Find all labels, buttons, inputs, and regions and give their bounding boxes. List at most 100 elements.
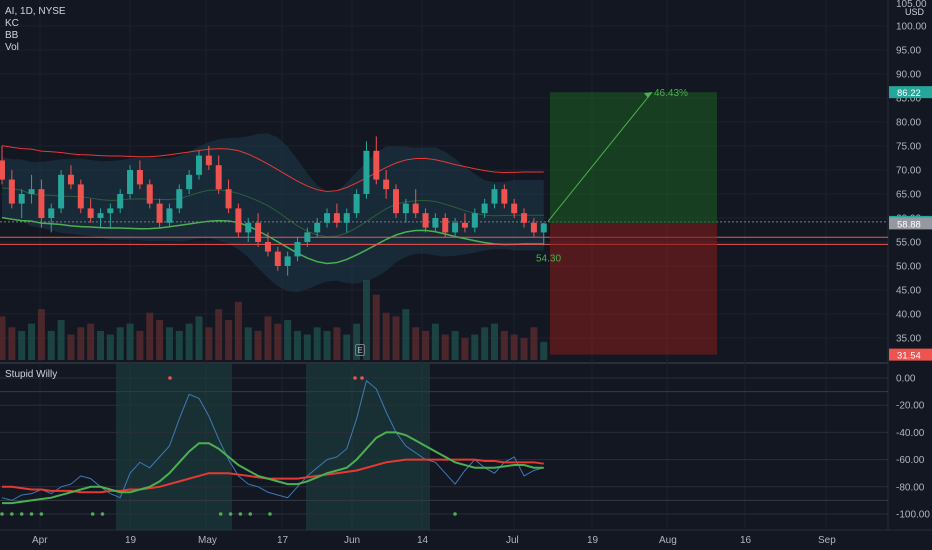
candle-body	[58, 174, 65, 209]
candle-body	[127, 170, 134, 194]
volume-bar	[540, 341, 548, 360]
volume-bar	[87, 323, 95, 360]
oscillator-smooth-line	[2, 431, 544, 505]
candle-body	[48, 208, 55, 218]
volume-bar	[106, 334, 114, 360]
low-price-label: 54.30	[536, 253, 561, 264]
candle-body	[471, 213, 478, 228]
price-tick-label: 80.00	[896, 118, 921, 129]
volume-bar	[294, 330, 301, 360]
price-tick-label: 45.00	[896, 286, 921, 297]
loss-zone	[550, 223, 717, 355]
candle-body	[432, 218, 439, 228]
volume-bar	[461, 338, 469, 360]
volume-bar	[146, 312, 154, 360]
oscillator-dot	[39, 512, 44, 516]
earnings-flag-icon[interactable]: E	[355, 344, 365, 356]
candle-body	[343, 213, 350, 223]
oscillator-dot	[228, 512, 233, 516]
candle-body	[324, 213, 331, 223]
volume-bar	[313, 327, 321, 360]
volume-bar	[392, 316, 400, 360]
price-badge-label: 58.88	[897, 219, 921, 230]
currency-label: USD	[905, 7, 925, 17]
symbol-title[interactable]: AI, 1D, NYSE	[5, 6, 66, 17]
volume-bar	[67, 334, 75, 360]
projection-arrow-line	[547, 91, 653, 222]
candle-body	[28, 189, 35, 194]
price-badge	[889, 348, 932, 361]
price-tick-label: 65.00	[896, 190, 921, 201]
oscillator-fast-line	[1, 379, 544, 501]
volume-bar	[195, 316, 203, 360]
time-tick-label: 16	[740, 535, 752, 546]
candle-body	[0, 160, 5, 180]
price-tick-label: 35.00	[896, 334, 921, 345]
volume-bar	[441, 334, 449, 360]
candle-body	[146, 184, 153, 204]
price-tick-label: 55.00	[896, 238, 921, 249]
price-tick-label: 95.00	[896, 46, 921, 57]
osc-tick-label: -100.00	[896, 510, 930, 521]
candle-body	[136, 170, 143, 185]
candle-body	[422, 213, 429, 228]
oscillator-dot	[10, 512, 14, 516]
price-badge	[889, 86, 932, 99]
time-tick-label: 17	[277, 535, 289, 546]
indicator-bb[interactable]: BB	[5, 30, 19, 41]
oscillator-dot	[268, 512, 272, 516]
candle-body	[38, 189, 45, 218]
candle-body	[304, 232, 311, 242]
price-tick-label: 105.00	[896, 0, 927, 10]
candle-body	[501, 189, 508, 204]
volume-bar	[47, 330, 55, 360]
price-tick-label: 70.00	[896, 166, 921, 177]
time-tick-label: 19	[587, 535, 599, 546]
candle-body	[353, 194, 360, 214]
volume-bar	[343, 334, 351, 360]
oscillator-title[interactable]: Stupid Willy	[5, 369, 58, 380]
volume-bar	[431, 323, 439, 360]
oscillator-dot	[360, 376, 364, 380]
candle-body	[461, 222, 468, 228]
volume-bar	[491, 323, 498, 360]
volume-bar	[323, 330, 331, 360]
volume-bar	[185, 323, 193, 360]
time-tick-label: 19	[125, 535, 137, 546]
volume-bar	[274, 323, 282, 360]
price-tick-label: 90.00	[896, 70, 921, 81]
price-tick-label: 75.00	[896, 142, 921, 153]
candle-body	[274, 251, 281, 266]
volume-bar	[500, 330, 508, 360]
candle-body	[540, 223, 547, 233]
candle-body	[77, 184, 84, 209]
candle-body	[8, 179, 15, 204]
volume-bar	[254, 330, 262, 360]
profit-zone	[550, 92, 717, 224]
candle-body	[442, 218, 449, 233]
time-tick-label: 14	[417, 535, 429, 546]
candle-body	[205, 155, 212, 166]
indicator-kc[interactable]: KC	[5, 18, 19, 29]
candle-body	[264, 242, 271, 252]
candle-body	[314, 222, 321, 233]
keltner-upper-line	[1, 145, 544, 192]
volume-bar	[362, 280, 370, 360]
keltner-lower-line	[1, 216, 544, 265]
volume-bar	[402, 309, 410, 360]
candle-body	[245, 222, 252, 233]
volume-bar	[205, 327, 213, 360]
volume-bar	[333, 327, 341, 360]
volume-bar	[0, 316, 6, 360]
indicator-vol[interactable]: Vol	[5, 42, 19, 53]
volume-bar	[451, 330, 459, 360]
candle-body	[452, 222, 459, 233]
price-badge	[889, 217, 932, 230]
volume-bar	[116, 327, 124, 360]
candle-body	[156, 203, 163, 223]
candle-body	[481, 203, 488, 214]
price-tick-label: 85.00	[896, 94, 921, 105]
candle-body	[166, 208, 173, 223]
target-percent-label: 46.43%	[654, 88, 688, 99]
